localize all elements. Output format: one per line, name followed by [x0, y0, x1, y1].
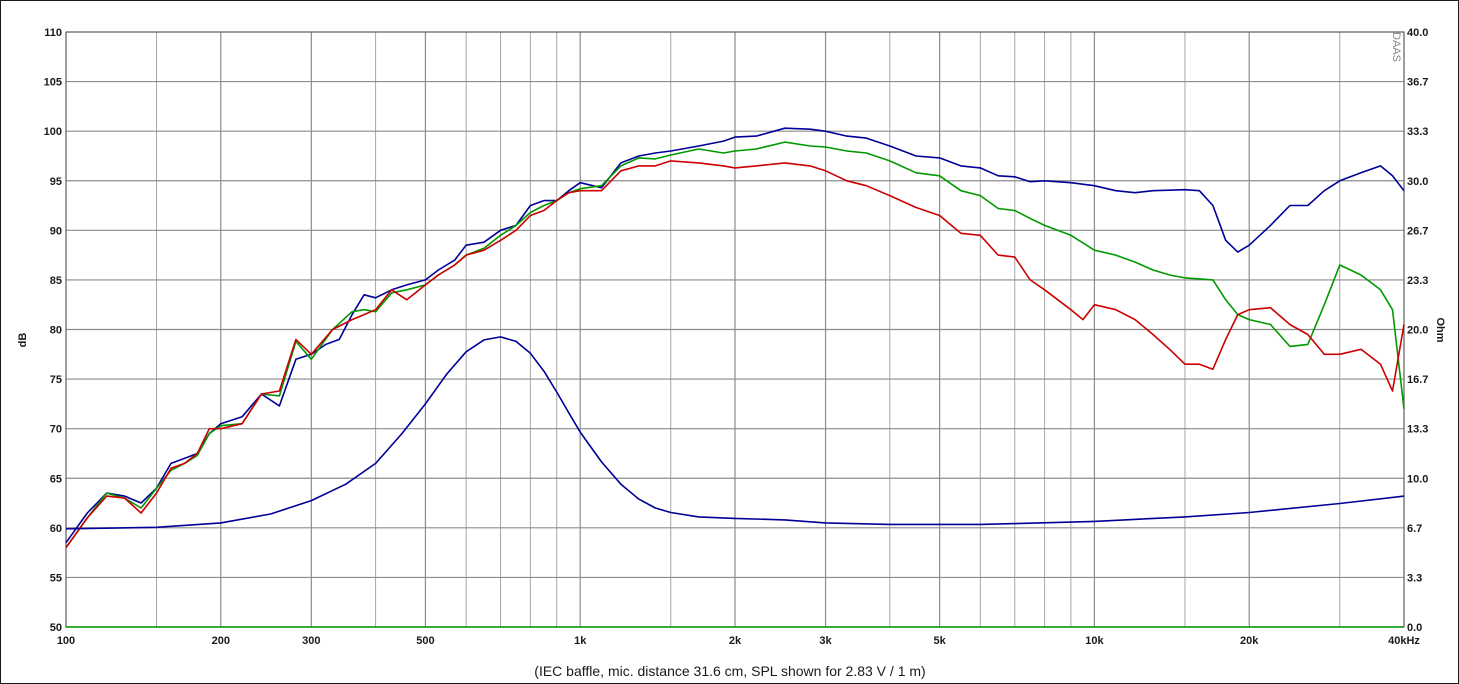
- y-tick-label: 90: [50, 225, 62, 237]
- y-tick-label: 100: [44, 126, 62, 138]
- y-tick-label: 85: [50, 275, 62, 287]
- y-axis-label: dB: [17, 333, 29, 348]
- y2-tick-label: 10.0: [1407, 473, 1428, 485]
- y2-tick-label: 20.0: [1407, 325, 1428, 337]
- y2-tick-label: 30.0: [1407, 176, 1428, 188]
- y-tick-label: 65: [50, 473, 62, 485]
- series-line-4: [65, 336, 1405, 530]
- y2-tick-label: 26.7: [1407, 225, 1428, 237]
- series-line-2: [65, 141, 1405, 549]
- series-line-1: [65, 127, 1405, 544]
- y2-tick-label: 36.7: [1407, 77, 1428, 89]
- y2-tick-label: 40.0: [1407, 27, 1428, 39]
- y-tick-label: 105: [44, 77, 62, 89]
- y2-tick-label: 3.3: [1407, 572, 1422, 584]
- y2-tick-label: 23.3: [1407, 275, 1428, 287]
- y2-tick-label: 13.3: [1407, 424, 1428, 436]
- x-tick-label: 500: [416, 635, 434, 647]
- y2-tick-label: 33.3: [1407, 126, 1428, 138]
- y2-tick-label: 6.7: [1407, 523, 1422, 535]
- y-tick-label: 55: [50, 572, 62, 584]
- x-tick-label: 2k: [729, 635, 742, 647]
- y-tick-label: 50: [50, 622, 62, 634]
- y-tick-label: 110: [44, 27, 62, 39]
- y-tick-label: 95: [50, 176, 62, 188]
- x-tick-label: 200: [212, 635, 230, 647]
- y2-tick-label: 16.7: [1407, 374, 1428, 386]
- x-tick-label: 20k: [1240, 635, 1259, 647]
- y2-axis-label: Ohm: [1434, 317, 1446, 342]
- x-tick-label: 3k: [819, 635, 832, 647]
- y-tick-label: 60: [50, 523, 62, 535]
- y2-tick-label: 0.0: [1407, 622, 1422, 634]
- x-tick-label: 40kHz: [1388, 635, 1420, 647]
- x-tick-label: 1k: [574, 635, 587, 647]
- series-line-3: [65, 160, 1405, 549]
- footer-note: (IEC baffle, mic. distance 31.6 cm, SPL …: [534, 663, 925, 679]
- y-tick-label: 70: [50, 424, 62, 436]
- x-tick-label: 100: [57, 635, 75, 647]
- brand-watermark: DAAS: [1390, 32, 1402, 62]
- tick-labels: 100 200 300 500 1k 2k 3k 5k 10k 20k 40kHz 50 0.0 55 3.…: [44, 27, 1429, 647]
- x-tick-label: 5k: [933, 635, 946, 647]
- x-tick-label: 300: [302, 635, 320, 647]
- y-tick-label: 75: [50, 374, 62, 386]
- y-tick-label: 80: [50, 325, 62, 337]
- grid: [65, 31, 1405, 628]
- x-tick-label: 10k: [1085, 635, 1104, 647]
- curves: [65, 127, 1405, 549]
